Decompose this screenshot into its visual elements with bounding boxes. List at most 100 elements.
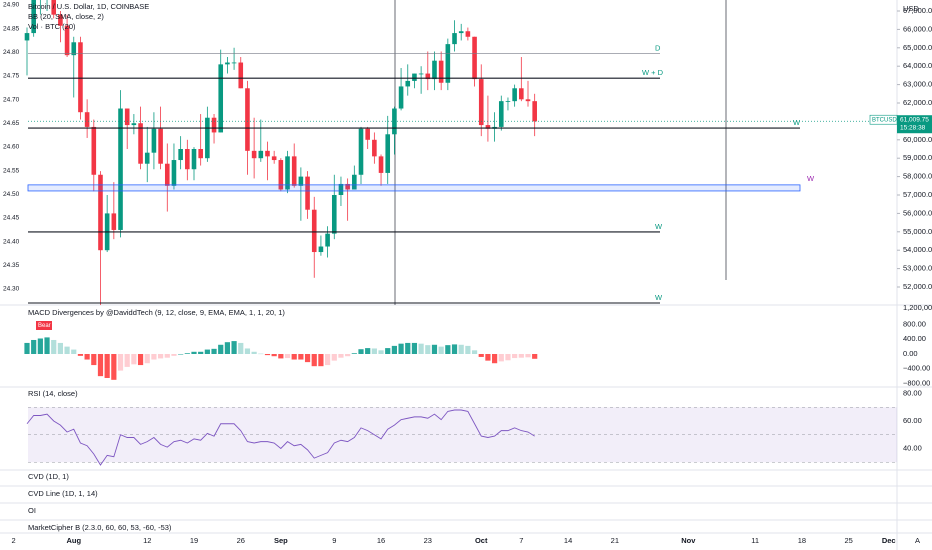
candle-body <box>305 176 310 210</box>
price-tick-label: 65,000.00 <box>903 43 932 52</box>
candle-body <box>365 128 370 140</box>
macd-bar <box>271 354 277 357</box>
time-tick-label: 21 <box>611 536 619 545</box>
time-tick-label: 25 <box>844 536 852 545</box>
indicator-legend[interactable]: Vol · BTC (20) <box>28 22 76 31</box>
candle-body <box>185 149 190 170</box>
candle-body <box>24 33 30 41</box>
time-tick-label: Sep <box>274 536 288 545</box>
macd-bar <box>158 354 164 359</box>
price-tick-label: 59,000.00 <box>903 153 932 162</box>
pane-title[interactable]: CVD Line (1D, 1, 14) <box>28 489 98 498</box>
level-label: W <box>807 174 815 183</box>
candle-body <box>412 73 417 81</box>
candle-body <box>465 31 471 37</box>
candle-body <box>345 183 350 190</box>
time-tick-label: 23 <box>424 536 432 545</box>
candle-body <box>51 0 57 15</box>
auto-scale-button[interactable]: A <box>915 536 920 545</box>
macd-bar <box>518 354 524 358</box>
candle-body <box>432 60 437 80</box>
macd-bar <box>405 342 411 354</box>
left-tick-label: 24.35 <box>3 262 20 269</box>
macd-bar <box>471 350 478 354</box>
macd-bar <box>191 351 197 354</box>
pane-title[interactable]: OI <box>28 506 36 515</box>
candle-body <box>445 44 451 83</box>
macd-bar <box>351 353 357 354</box>
candle-body <box>485 125 491 129</box>
candle-body <box>472 36 477 80</box>
candle-body <box>352 174 357 190</box>
left-tick-label: 24.70 <box>3 96 20 103</box>
macd-bar <box>425 345 431 354</box>
candle-body <box>458 31 464 34</box>
candle-body <box>438 60 444 83</box>
last-price-label: 61,009.75 <box>900 116 929 123</box>
candle-body <box>452 33 457 45</box>
left-tick-label: 24.30 <box>3 286 20 293</box>
candle-body <box>124 108 130 126</box>
macd-bar <box>244 348 251 354</box>
time-tick-label: Nov <box>681 536 696 545</box>
candle-body <box>505 101 511 102</box>
symbol-tag-text: BTCUSD <box>872 117 897 123</box>
macd-bar <box>218 344 224 354</box>
currency-label[interactable]: USD <box>903 4 919 13</box>
macd-bar <box>311 354 317 367</box>
left-tick-label: 24.40 <box>3 238 20 245</box>
macd-bar <box>445 345 451 354</box>
rsi-title[interactable]: RSI (14, close) <box>28 389 78 398</box>
macd-bar <box>505 354 511 361</box>
symbol-title[interactable]: Bitcoin / U.S. Dollar, 1D, COINBASE <box>28 2 149 11</box>
macd-bar <box>498 354 504 362</box>
price-tick-label: 54,000.00 <box>903 245 932 254</box>
candle-body <box>225 62 230 65</box>
macd-bar <box>304 354 311 363</box>
time-tick-label: 2 <box>12 536 16 545</box>
left-tick-label: 24.55 <box>3 167 20 174</box>
indicator-legend[interactable]: BB (20, SMA, close, 2) <box>28 12 104 21</box>
macd-bar <box>358 349 364 354</box>
macd-bar <box>411 342 418 354</box>
candle-body <box>164 163 170 186</box>
macd-bar <box>31 339 37 354</box>
macd-bar <box>291 354 297 360</box>
price-tick-label: 52,000.00 <box>903 282 932 291</box>
candle-body <box>178 149 183 161</box>
macd-bar <box>512 354 518 359</box>
candle-body <box>338 183 344 195</box>
time-tick-label: 16 <box>377 536 385 545</box>
pane-title[interactable]: CVD (1D, 1) <box>28 472 69 481</box>
price-tick-label: 58,000.00 <box>903 172 932 181</box>
candle-body <box>98 174 103 251</box>
macd-tick-label: 400.00 <box>903 334 926 343</box>
candle-body <box>265 150 270 157</box>
candle-body <box>111 213 117 230</box>
candle-body <box>64 25 70 56</box>
candle-body <box>405 80 411 87</box>
macd-bar <box>325 354 331 366</box>
macd-bar <box>465 345 471 354</box>
macd-bar <box>184 353 190 354</box>
macd-bar <box>251 351 257 354</box>
candle-body <box>131 123 137 126</box>
candle-body <box>278 160 284 190</box>
macd-bar <box>385 348 391 354</box>
macd-bar <box>458 344 464 354</box>
candle-body <box>418 73 424 75</box>
left-tick-label: 24.85 <box>3 25 20 32</box>
candle-body <box>385 134 391 173</box>
time-tick-label: 9 <box>332 536 336 545</box>
candle-body <box>218 64 224 133</box>
macd-bar <box>77 354 84 356</box>
macd-bar <box>97 354 104 377</box>
candle-body <box>144 152 150 164</box>
macd-bar <box>171 354 177 356</box>
price-tick-label: 67,000.00 <box>903 6 932 15</box>
macd-title[interactable]: MACD Divergences by @DaviddTech (9, 12, … <box>28 308 285 317</box>
macd-bar <box>164 354 170 358</box>
pane-title[interactable]: MarketCipher B (2.3.0, 60, 60, 53, -60, … <box>28 523 172 532</box>
macd-bar <box>485 354 491 361</box>
macd-bar <box>318 354 324 367</box>
